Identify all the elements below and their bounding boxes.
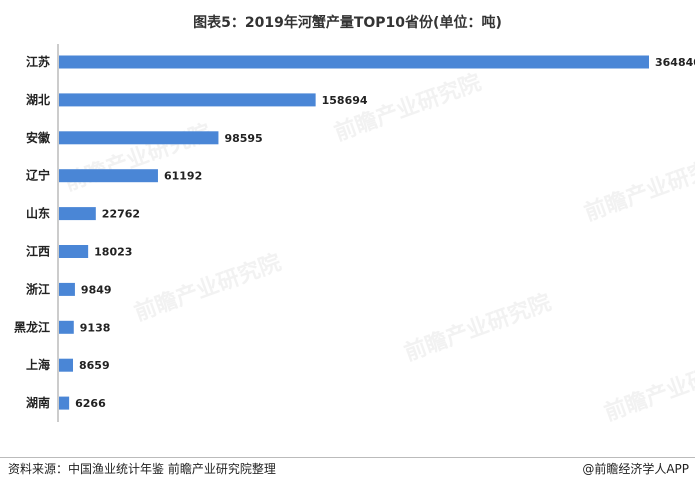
bar [59,169,158,183]
value-label: 6266 [75,397,106,410]
category-label: 上海 [26,357,50,372]
footer-divider [0,457,695,458]
value-label: 9849 [81,283,112,296]
category-label: 辽宁 [26,168,50,183]
value-label: 364840 [655,56,695,69]
category-label: 安徽 [26,130,51,145]
bar [59,131,219,145]
bar [59,358,74,372]
bar [59,55,649,69]
bar [59,207,96,221]
value-label: 61192 [164,170,202,183]
chart-title: 图表5：2019年河蟹产量TOP10省份(单位：吨) [193,15,502,31]
bar [59,245,89,258]
bars-group: 江苏 364840 湖北 158694 安徽 98595 辽宁 61192 山东 22762 江西 1… [14,54,695,410]
value-label: 18023 [94,246,132,259]
category-label: 湖南 [26,395,50,410]
category-label: 湖北 [26,92,50,107]
category-label: 山东 [26,206,50,221]
value-label: 158694 [322,94,368,107]
value-label: 8659 [79,359,110,372]
bar-chart: 江苏 364840 湖北 158694 安徽 98595 辽宁 61192 山东 22762 江西 1… [14,44,695,422]
value-label: 9138 [80,321,111,334]
bar [59,282,75,296]
value-label: 22762 [102,208,140,221]
source-note: 资料来源：中国渔业统计年鉴 前瞻产业研究院整理 [8,462,276,476]
category-label: 江苏 [26,54,50,69]
category-label: 江西 [26,244,50,259]
bar [59,396,70,410]
bar [59,320,74,334]
category-label: 浙江 [26,281,50,296]
category-label: 黑龙江 [14,319,50,334]
credit-note: @前瞻经济学人APP [582,462,689,476]
value-label: 98595 [224,132,262,145]
bar [59,93,316,107]
